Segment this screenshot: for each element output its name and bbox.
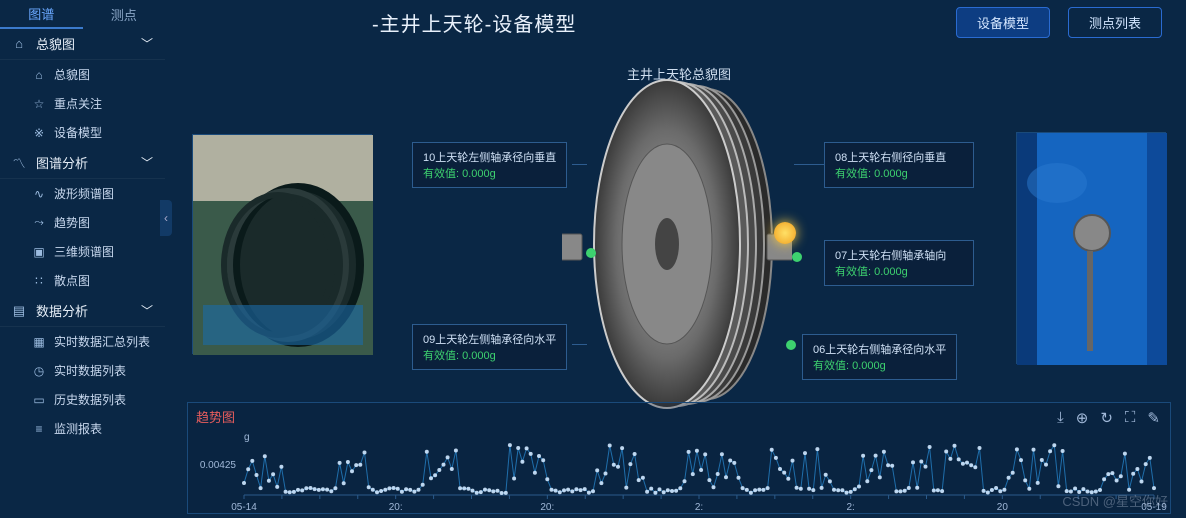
device-model-button[interactable]: 设备模型 [956,7,1050,38]
nav-item-report[interactable]: ≡监测报表 [0,414,165,443]
sensor-label-07[interactable]: 07上天轮右侧轴承轴向 有效值: 0.000g [824,240,974,286]
nav-item-rt-summary[interactable]: ▦实时数据汇总列表 [0,327,165,356]
model-subtitle: 主井上天轮总貌图 [172,44,1186,83]
sensor-label-09[interactable]: 09上天轮左侧轴承径向水平 有效值: 0.000g [412,324,567,370]
topbar: -主井上天轮-设备模型 设备模型 测点列表 [172,0,1186,44]
chevron-down-icon: ﹀ [141,154,153,171]
expand-icon[interactable]: ⛶ [1125,409,1136,427]
svg-text:20: 20 [997,502,1009,513]
dots-icon: ∷ [32,274,46,288]
chevron-down-icon: ﹀ [141,35,153,52]
sensor-label-08[interactable]: 08上天轮右侧径向垂直 有效值: 0.000g [824,142,974,188]
nav-group-analysis[interactable]: 〽 图谱分析 ﹀ [0,147,165,179]
nav-group-label: 总貌图 [36,34,75,53]
gear-icon: ※ [32,126,46,140]
nav-item-focus[interactable]: ☆重点关注 [0,89,165,118]
svg-text:20:: 20: [540,502,554,513]
ruler-icon[interactable]: ✎ [1147,409,1160,427]
report-icon: ≡ [32,422,46,436]
main-area: -主井上天轮-设备模型 设备模型 测点列表 主井上天轮总貌图 [172,0,1186,514]
sensor-label-10[interactable]: 10上天轮左侧轴承径向垂直 有效值: 0.000g [412,142,567,188]
watermark: CSDN @星空你好 [1062,491,1168,510]
sensor-dot-10 [586,248,596,258]
sidebar-collapse-handle[interactable]: ‹ [160,200,172,236]
nav-group-overview[interactable]: ⌂ 总貌图 ﹀ [0,28,165,60]
chevron-down-icon: ﹀ [141,302,153,319]
nav-item-rt-list[interactable]: ◷实时数据列表 [0,356,165,385]
nav-group-data[interactable]: ▤ 数据分析 ﹀ [0,295,165,327]
list-icon: ▤ [12,303,26,319]
svg-text:05-14: 05-14 [231,502,257,513]
trend-icon: ⤳ [32,215,46,230]
clock-icon: ◷ [32,364,46,378]
chart-icon: 〽 [12,153,26,172]
home-icon: ⌂ [12,36,26,51]
sensor-dot-06 [786,340,796,350]
sensor-dot-yellow [774,222,796,244]
star-icon: ☆ [32,97,46,111]
leader-line [572,344,587,345]
cube-icon: ▣ [32,245,46,259]
refresh-icon[interactable]: ↻ [1100,409,1113,427]
download-icon[interactable]: ⤓ [1057,409,1064,427]
chart-title: 趋势图 [188,403,1170,430]
nav-item-wave[interactable]: ∿波形频谱图 [0,179,165,208]
wheel-model [562,79,792,409]
nav-item-model[interactable]: ※设备模型 [0,118,165,147]
sensor-dot-07 [792,252,802,262]
calendar-icon: ▭ [32,393,46,407]
nav-item-scatter[interactable]: ∷散点图 [0,266,165,295]
point-list-button[interactable]: 测点列表 [1068,7,1162,38]
svg-text:0.00425: 0.00425 [200,460,237,471]
nav-group-label: 图谱分析 [36,153,88,172]
zoom-icon[interactable]: ⊕ [1076,409,1089,427]
chart-svg: g0.0042505-1420:20:2:2:2005-19 [188,430,1170,515]
leader-line [572,164,587,165]
svg-text:2:: 2: [846,502,854,513]
table-icon: ▦ [32,335,46,349]
chart-toolbar: ⤓ ⊕ ↻ ⛶ ✎ [1057,409,1160,427]
sidebar: 图谱 测点 ⌂ 总貌图 ﹀ ⌂总貌图 ☆重点关注 ※设备模型 〽 图谱分析 ﹀ … [0,0,165,514]
svg-text:20:: 20: [389,502,403,513]
sidebar-tabs: 图谱 测点 [0,0,165,28]
equipment-photo-left [192,134,372,354]
nav-item-trend[interactable]: ⤳趋势图 [0,208,165,237]
equipment-photo-right [1016,132,1166,364]
nav-group-label: 数据分析 [36,301,88,320]
svg-text:2:: 2: [695,502,703,513]
nav-item-overview[interactable]: ⌂总貌图 [0,60,165,89]
nav-item-3d[interactable]: ▣三维频谱图 [0,237,165,266]
tab-points[interactable]: 测点 [83,1,166,28]
model-area: 主井上天轮总貌图 [172,44,1186,404]
home-icon: ⌂ [32,68,46,82]
tab-spectrum[interactable]: 图谱 [0,0,83,29]
top-buttons: 设备模型 测点列表 [956,7,1162,38]
page-title: -主井上天轮-设备模型 [372,8,576,37]
trend-chart: 趋势图 ⤓ ⊕ ↻ ⛶ ✎ g0.0042505-1420:20:2:2:200… [187,402,1171,514]
sensor-label-06[interactable]: 06上天轮右侧轴承径向水平 有效值: 0.000g [802,334,957,380]
svg-text:g: g [244,432,250,443]
leader-line [794,164,824,165]
wave-icon: ∿ [32,187,46,201]
nav-item-history[interactable]: ▭历史数据列表 [0,385,165,414]
